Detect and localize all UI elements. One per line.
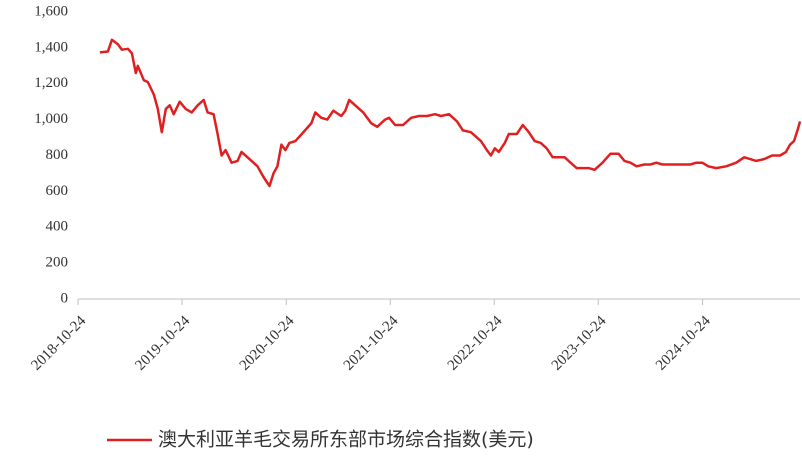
x-tick-label: 2021-10-24: [341, 313, 402, 374]
x-tick-label: 2022-10-24: [445, 313, 506, 374]
y-tick-label: 600: [46, 183, 69, 199]
y-tick-label: 400: [46, 219, 69, 235]
y-tick-label: 1,200: [34, 75, 68, 91]
y-tick-label: 1,000: [34, 111, 68, 127]
x-tick-label: 2020-10-24: [237, 313, 298, 374]
x-tick-label: 2024-10-24: [653, 313, 714, 374]
legend-label: 澳大利亚羊毛交易所东部市场综合指数(美元): [158, 429, 534, 451]
data-line: [99, 38, 802, 188]
x-tick-label: 2019-10-24: [132, 313, 193, 374]
x-tick-label: 2018-10-24: [28, 313, 89, 374]
y-tick-label: 0: [61, 290, 69, 306]
y-tick-label: 1,400: [34, 39, 68, 55]
y-tick-label: 1,600: [34, 3, 68, 19]
y-tick-label: 800: [46, 147, 69, 163]
y-tick-label: 200: [46, 255, 69, 271]
x-tick-label: 2023-10-24: [549, 313, 610, 374]
